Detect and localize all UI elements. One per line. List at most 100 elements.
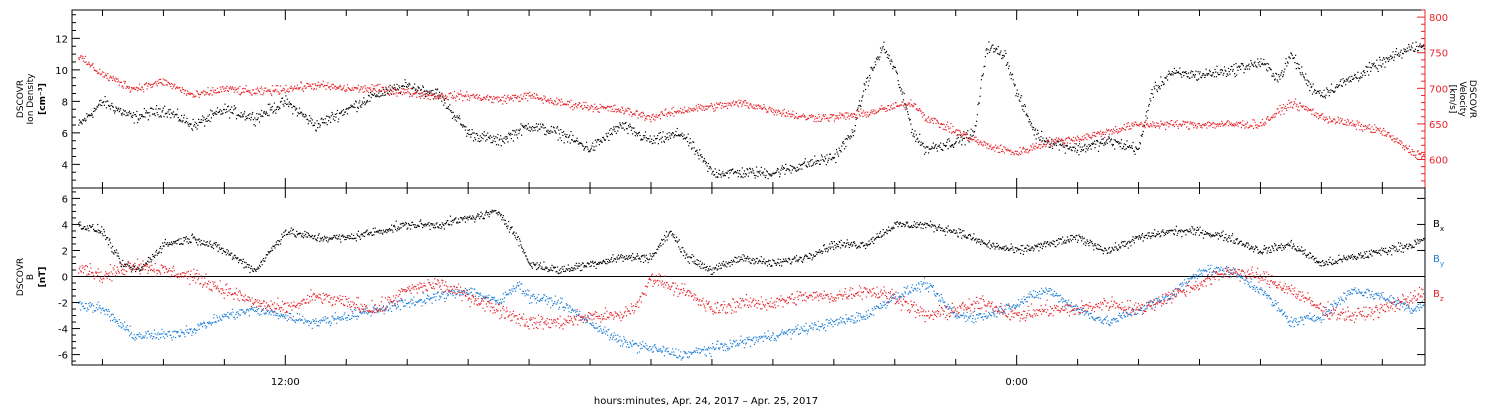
density-point — [1211, 74, 1213, 76]
velocity-point — [386, 90, 388, 92]
density-point — [649, 135, 651, 137]
density-point — [397, 88, 399, 90]
bx-point — [189, 242, 191, 244]
bx-point — [496, 212, 498, 214]
velocity-point — [1228, 121, 1230, 123]
density-point — [940, 142, 942, 144]
density-point — [705, 163, 707, 165]
density-point — [997, 53, 999, 55]
bx-point — [279, 243, 282, 245]
density-point — [266, 112, 268, 114]
velocity-point — [388, 94, 391, 96]
density-point — [644, 131, 647, 133]
density-point — [766, 170, 768, 172]
bx-point — [599, 261, 601, 263]
density-point — [1030, 124, 1032, 126]
bx-point — [320, 239, 322, 241]
bx-point — [537, 268, 539, 270]
density-point — [1198, 78, 1200, 80]
velocity-point — [885, 110, 887, 112]
velocity-point — [773, 114, 775, 116]
velocity-point — [273, 89, 275, 91]
velocity-point — [371, 84, 373, 86]
velocity-point — [198, 93, 200, 95]
velocity-point — [154, 81, 156, 83]
bx-point — [192, 237, 194, 239]
bx-point — [410, 224, 412, 226]
density-point — [178, 120, 180, 122]
density-point — [321, 117, 323, 119]
density-point — [552, 131, 554, 133]
velocity-point — [880, 108, 882, 110]
velocity-point — [410, 88, 412, 90]
density-point — [470, 136, 472, 138]
velocity-point — [1029, 149, 1031, 151]
velocity-point — [801, 115, 803, 117]
bx-point — [409, 224, 411, 226]
velocity-point — [1196, 127, 1198, 129]
velocity-point — [251, 94, 253, 96]
bx-point — [479, 216, 481, 218]
density-point — [1150, 92, 1152, 95]
density-point — [1111, 143, 1113, 145]
density-point — [1044, 141, 1046, 143]
bx-point — [141, 266, 143, 268]
velocity-point — [811, 116, 813, 118]
bx-point — [445, 223, 447, 225]
velocity-point — [1051, 140, 1053, 142]
velocity-point — [183, 89, 185, 91]
bx-point — [571, 269, 573, 272]
density-tick-label: 12 — [55, 34, 68, 45]
velocity-point — [705, 108, 707, 110]
density-point — [1125, 144, 1127, 146]
bx-point — [225, 251, 227, 253]
velocity-point — [1267, 116, 1269, 118]
density-point — [545, 134, 547, 136]
bx-point — [201, 243, 203, 245]
velocity-point — [308, 83, 310, 85]
velocity-point — [437, 95, 439, 97]
bx-point — [630, 255, 632, 257]
density-point — [941, 148, 943, 151]
bx-point — [153, 256, 156, 258]
density-point — [105, 107, 108, 109]
velocity-point — [747, 102, 749, 104]
density-point — [457, 117, 459, 119]
density-point — [1219, 69, 1221, 71]
velocity-point — [682, 112, 684, 114]
bx-point — [646, 258, 649, 260]
density-point — [535, 126, 537, 128]
velocity-point — [685, 110, 687, 113]
density-point — [315, 129, 317, 131]
velocity-point — [930, 121, 932, 123]
bx-point — [661, 239, 663, 241]
density-point — [127, 114, 129, 116]
velocity-point — [1236, 121, 1238, 123]
velocity-point — [1410, 151, 1412, 153]
velocity-point — [1401, 142, 1403, 144]
velocity-point — [1148, 126, 1150, 128]
velocity-point — [385, 86, 387, 88]
density-point — [1377, 70, 1379, 72]
density-point — [631, 127, 633, 129]
velocity-point — [1408, 145, 1410, 147]
velocity-point — [948, 131, 951, 133]
bx-point — [367, 232, 370, 234]
velocity-point — [1259, 125, 1261, 127]
density-point — [1220, 72, 1222, 74]
bx-point — [548, 270, 550, 272]
density-point — [728, 177, 730, 179]
velocity-point — [729, 103, 731, 105]
velocity-point — [1222, 125, 1224, 127]
velocity-point — [745, 102, 747, 104]
velocity-point — [518, 100, 520, 102]
velocity-point — [966, 137, 968, 139]
density-point — [1080, 150, 1082, 153]
density-point — [702, 161, 704, 163]
velocity-point — [401, 94, 403, 96]
density-point — [657, 135, 659, 137]
density-point — [571, 139, 573, 141]
density-point — [749, 167, 751, 169]
velocity-point — [622, 109, 624, 111]
bx-point — [198, 238, 200, 240]
